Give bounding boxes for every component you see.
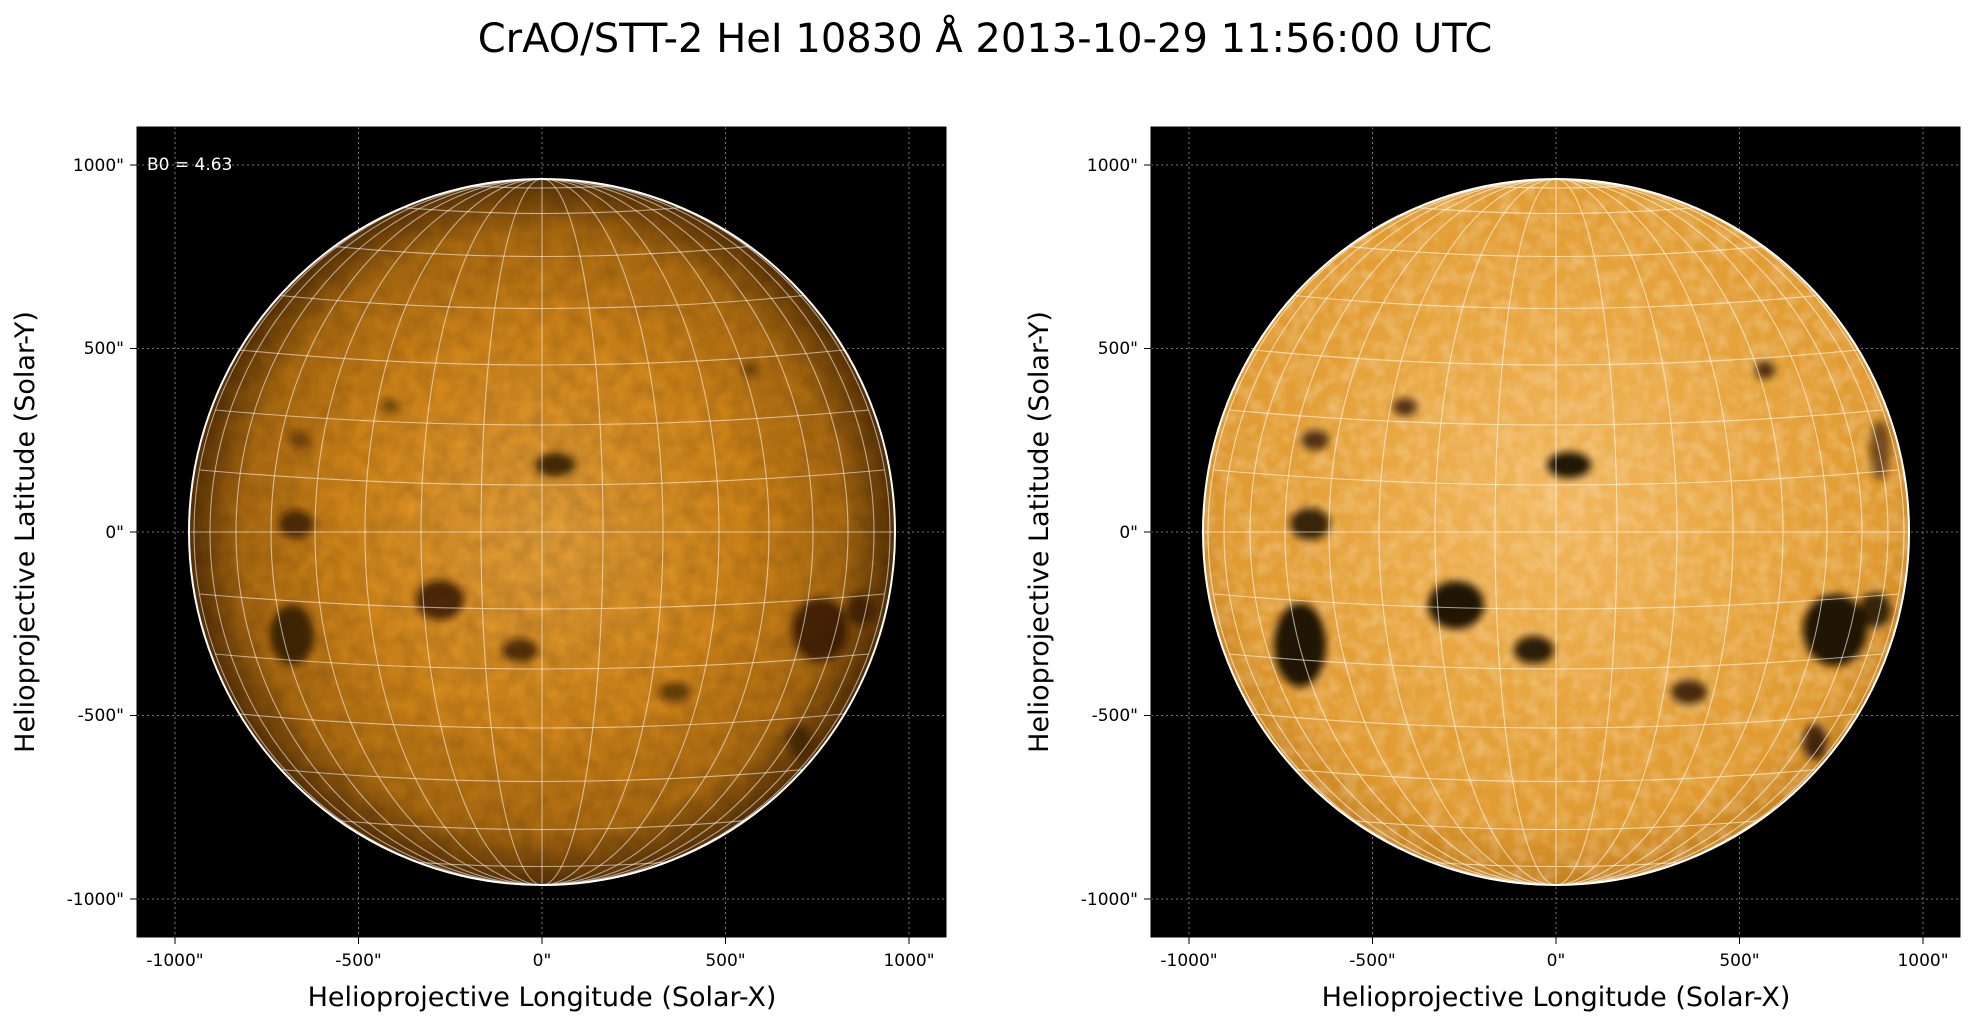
y-tick-label: 0": [105, 523, 124, 543]
x-tick-label: 1000": [883, 951, 934, 971]
x-ticks-right: [1188, 937, 1924, 944]
y-tick-label: 1000": [73, 156, 124, 176]
y-tick-label: -1000": [67, 890, 124, 910]
y-tick-label: -1000": [1081, 890, 1138, 910]
y-tick-label: -500": [78, 706, 124, 726]
x-tick-label: -500": [1349, 951, 1395, 971]
y-axis-label-right: Helioprojective Latitude (Solar-Y): [1024, 311, 1055, 753]
x-tick-label: -500": [335, 951, 381, 971]
sun-disk-left: [188, 178, 896, 886]
x-tick-labels-left: -1000" -500" 0" 500" 1000": [146, 951, 934, 971]
x-tick-label: 500": [1719, 951, 1759, 971]
y-tick-labels-left: 1000" 500" 0" -500" -1000": [67, 156, 124, 910]
x-tick-label: 0": [1547, 951, 1566, 971]
y-ticks-left: [130, 164, 137, 900]
y-axis-label-left: Helioprojective Latitude (Solar-Y): [10, 311, 41, 753]
panel-right: 1000" 500" 0" -500" -1000" -1000" -500" …: [1024, 126, 1961, 1013]
y-tick-label: -500": [1092, 706, 1138, 726]
y-tick-label: 0": [1119, 523, 1138, 543]
heliographic-grid-right: [1203, 179, 1909, 885]
y-tick-labels-right: 1000" 500" 0" -500" -1000": [1081, 156, 1138, 910]
sun-disk-right: [1202, 178, 1910, 886]
b0-annotation: B0 = 4.63: [147, 155, 232, 175]
y-tick-label: 500": [1098, 339, 1138, 359]
heliographic-grid-left: [189, 179, 895, 885]
y-ticks-right: [1144, 164, 1151, 900]
limb-circle-left: [188, 178, 896, 886]
x-axis-label-left: Helioprojective Longitude (Solar-X): [308, 982, 777, 1013]
figure-title: CrAO/STT-2 HeI 10830 Å 2013-10-29 11:56:…: [478, 14, 1493, 62]
limb-circle-right: [1202, 178, 1910, 886]
x-tick-label: 1000": [1897, 951, 1948, 971]
x-ticks-left: [174, 937, 910, 944]
x-tick-label: -1000": [1160, 951, 1217, 971]
x-tick-labels-right: -1000" -500" 0" 500" 1000": [1160, 951, 1948, 971]
y-tick-label: 500": [84, 339, 124, 359]
panel-left: B0 = 4.63 1000" 500" 0" -500" -1000" -10…: [10, 126, 947, 1013]
x-axis-label-right: Helioprojective Longitude (Solar-X): [1322, 982, 1791, 1013]
x-tick-label: 0": [533, 951, 552, 971]
x-tick-label: -1000": [146, 951, 203, 971]
x-tick-label: 500": [705, 951, 745, 971]
dark-features-right: [1274, 361, 1891, 760]
y-tick-label: 1000": [1087, 156, 1138, 176]
